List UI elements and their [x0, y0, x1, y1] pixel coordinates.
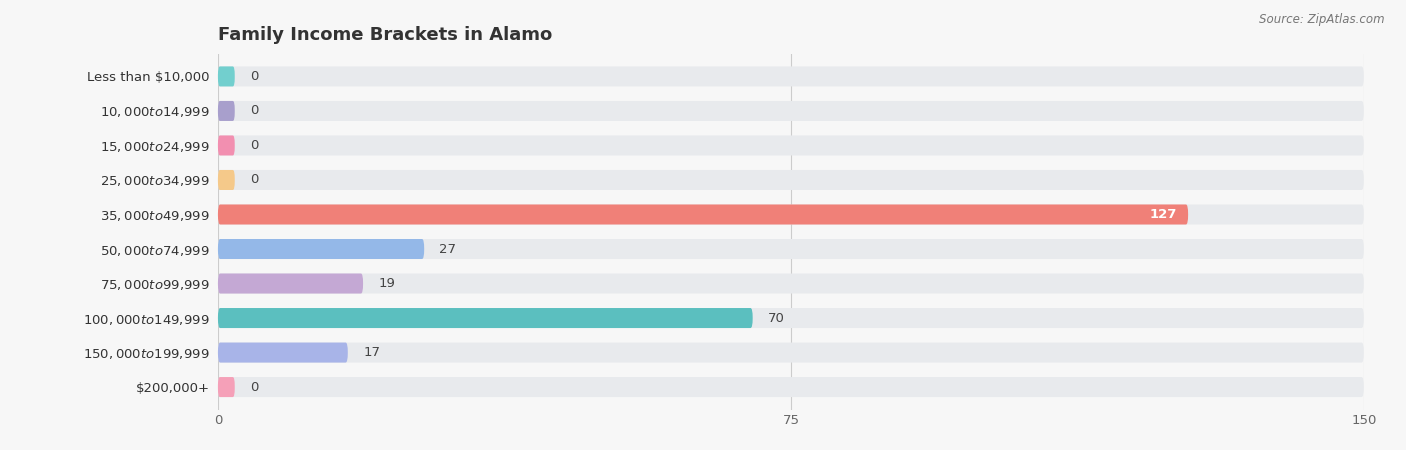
FancyBboxPatch shape — [218, 101, 235, 121]
Text: 19: 19 — [378, 277, 395, 290]
FancyBboxPatch shape — [218, 135, 235, 155]
Text: 0: 0 — [250, 381, 259, 394]
FancyBboxPatch shape — [218, 308, 1364, 328]
Text: 0: 0 — [250, 139, 259, 152]
FancyBboxPatch shape — [218, 170, 1364, 190]
Text: 127: 127 — [1149, 208, 1177, 221]
FancyBboxPatch shape — [218, 204, 1364, 225]
FancyBboxPatch shape — [218, 135, 1364, 155]
FancyBboxPatch shape — [218, 101, 1364, 121]
Text: 70: 70 — [768, 311, 785, 324]
Text: 0: 0 — [250, 174, 259, 186]
FancyBboxPatch shape — [218, 204, 1188, 225]
FancyBboxPatch shape — [218, 342, 1364, 363]
FancyBboxPatch shape — [218, 170, 235, 190]
Text: 17: 17 — [363, 346, 380, 359]
FancyBboxPatch shape — [218, 377, 1364, 397]
Text: Family Income Brackets in Alamo: Family Income Brackets in Alamo — [218, 26, 553, 44]
Text: 0: 0 — [250, 70, 259, 83]
FancyBboxPatch shape — [218, 239, 425, 259]
FancyBboxPatch shape — [218, 274, 363, 293]
FancyBboxPatch shape — [218, 67, 1364, 86]
FancyBboxPatch shape — [218, 274, 1364, 293]
FancyBboxPatch shape — [218, 67, 235, 86]
FancyBboxPatch shape — [218, 377, 235, 397]
FancyBboxPatch shape — [218, 239, 1364, 259]
FancyBboxPatch shape — [218, 308, 752, 328]
Text: 27: 27 — [440, 243, 457, 256]
FancyBboxPatch shape — [218, 342, 347, 363]
Text: Source: ZipAtlas.com: Source: ZipAtlas.com — [1260, 14, 1385, 27]
Text: 0: 0 — [250, 104, 259, 117]
